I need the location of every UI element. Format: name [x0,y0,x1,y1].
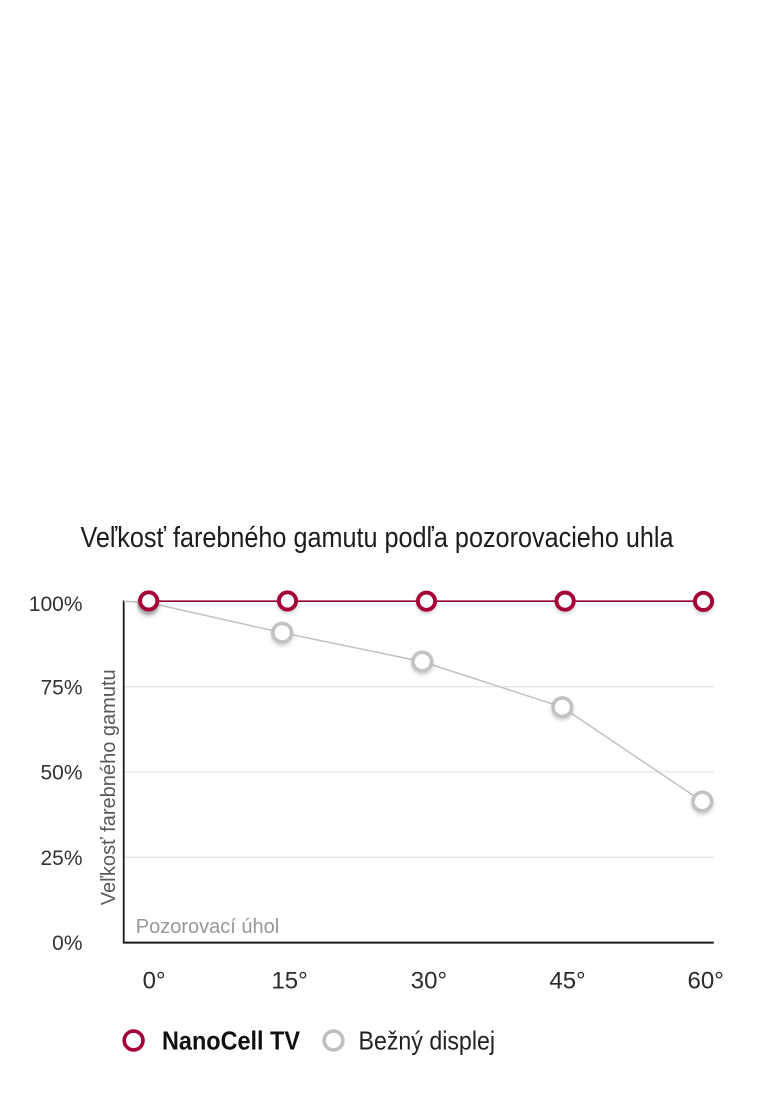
svg-text:Bežný displej: Bežný displej [359,1026,496,1056]
svg-text:Veľkosť farebného gamutu: Veľkosť farebného gamutu [98,669,120,905]
svg-text:NanoCell TV: NanoCell TV [162,1026,301,1056]
svg-text:0%: 0% [52,932,82,955]
svg-text:0°: 0° [143,968,166,995]
svg-text:60°: 60° [688,968,724,995]
svg-text:30°: 30° [411,968,447,995]
svg-text:Pozorovací úhol: Pozorovací úhol [136,916,279,938]
svg-text:100%: 100% [29,593,83,616]
svg-text:50%: 50% [40,762,82,785]
svg-text:75%: 75% [40,676,82,699]
svg-text:Veľkosť farebného gamutu podľa: Veľkosť farebného gamutu podľa pozorovac… [81,522,675,554]
svg-text:15°: 15° [271,968,307,995]
svg-text:25%: 25% [40,847,82,870]
svg-text:45°: 45° [549,968,585,995]
